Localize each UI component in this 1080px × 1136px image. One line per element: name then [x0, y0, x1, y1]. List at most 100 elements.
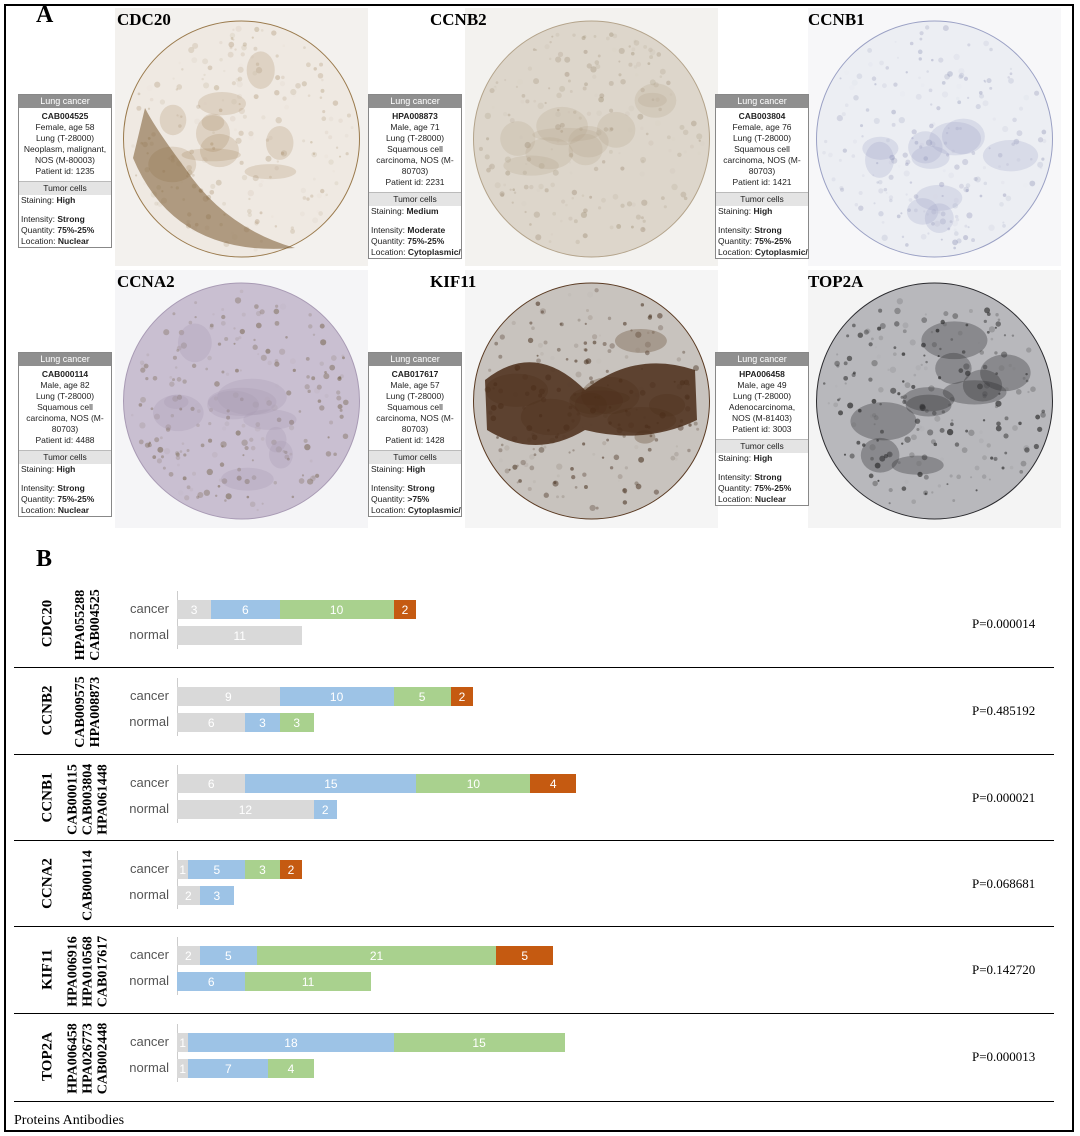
antibody-id: HPA006458	[739, 369, 785, 379]
intensity-row: Intensity: Moderate	[369, 225, 461, 236]
medium-segment: 10	[279, 600, 394, 619]
quantity-row-label: Quantity:	[371, 236, 408, 246]
protein-label: KIF11	[39, 949, 56, 990]
figure-frame	[4, 4, 1074, 1132]
description-line: Squamous cell	[37, 402, 93, 412]
location-row: Location: Nuclear	[19, 236, 111, 247]
location-row-value: Nuclear	[57, 505, 90, 515]
intensity-row-label: Intensity:	[371, 483, 408, 493]
description-line: Patient id: 1428	[385, 435, 445, 445]
ihc-info-card: Lung cancer HPA008873 Male, age 71 Lung (T-…	[368, 94, 462, 259]
none-segment: 11	[177, 626, 303, 645]
tissue-core-image	[808, 8, 1061, 266]
bar-axis-line	[177, 851, 178, 909]
card-header: Lung cancer	[19, 353, 111, 366]
protein-label: CDC20	[39, 599, 56, 648]
location-row-label: Location:	[718, 494, 755, 504]
description-line: carcinoma, NOS (M-	[723, 155, 801, 165]
low-segment: 6	[177, 972, 246, 991]
staining-row-value: High	[753, 206, 773, 216]
card-header: Lung cancer	[19, 95, 111, 108]
antibody-list: HPA006458 HPA026773 CAB002448	[65, 1022, 111, 1094]
cancer-stacked-bar: 6 15 10 4	[177, 774, 576, 793]
ihc-info-card: Lung cancer CAB003804 Female, age 76 Lung (…	[715, 94, 809, 259]
location-row-value: Cytoplasmic/ membranou/ nuclear	[407, 505, 461, 515]
panel-b-label: B	[36, 546, 53, 572]
protein-label: CCNB2	[39, 685, 56, 736]
patient-description: Female, age 76 Lung (T-28000) Squamous cel…	[716, 122, 808, 192]
quantity-row: Quantity: >75%	[369, 494, 461, 505]
gene-label: KIF11	[430, 272, 477, 291]
cancer-stacked-bar: 2 5 21 5	[177, 946, 554, 965]
low-segment: 6	[211, 600, 280, 619]
low-segment: 3	[199, 886, 234, 905]
none-segment: 6	[177, 713, 246, 732]
normal-row-label: normal	[129, 973, 169, 988]
staining-row: Staining: High	[716, 206, 808, 217]
tumor-cells-header: Tumor cells	[369, 192, 461, 206]
card-header: Lung cancer	[716, 353, 808, 366]
low-segment: 15	[245, 774, 417, 793]
description-line: Patient id: 4488	[35, 435, 95, 445]
description-line: Patient id: 1421	[732, 177, 792, 187]
bar-axis-line	[177, 678, 178, 736]
location-row-value: Nuclear	[57, 236, 90, 246]
p-value: P=0.142720	[972, 962, 1036, 977]
quantity-row: Quantity: 75%-25%	[19, 225, 111, 236]
p-value: P=0.000013	[972, 1049, 1036, 1064]
description-line: NOS (M-80003)	[35, 155, 95, 165]
description-line: Lung (T-28000)	[732, 133, 792, 143]
normal-row-label: normal	[129, 627, 169, 642]
footer-label: Proteins Antibodies	[14, 1113, 125, 1128]
staining-row: Staining: Medium	[369, 206, 461, 217]
protein-label: TOP2A	[39, 1032, 56, 1081]
antibody-list: HPA055288 CAB004525	[73, 589, 103, 661]
bar-axis-line	[177, 765, 178, 823]
tissue-core-image	[465, 270, 718, 528]
intensity-row: Intensity: Strong	[716, 472, 808, 483]
description-line: Squamous cell	[387, 402, 443, 412]
staining-row: Staining: High	[716, 453, 808, 464]
quantity-row-value: >75%	[407, 494, 430, 504]
location-row-value: Cytoplasmic/ membranou	[754, 247, 808, 257]
high-segment: 2	[450, 687, 474, 706]
location-row-value: Nuclear	[754, 494, 787, 504]
description-line: Male, age 49	[737, 380, 787, 390]
staining-row-label: Staining:	[371, 464, 407, 474]
description-line: Neoplasm, malignant,	[23, 144, 107, 154]
ihc-info-card: Lung cancer CAB004525 Female, age 58 Lung (…	[18, 94, 112, 248]
cancer-stacked-bar: 3 6 10 2	[177, 600, 417, 619]
section-divider	[14, 1101, 1054, 1102]
antibody-id: CAB000114	[41, 369, 89, 379]
intensity-row-label: Intensity:	[718, 472, 755, 482]
description-line: Lung (T-28000)	[385, 133, 445, 143]
description-line: Lung (T-28000)	[732, 391, 792, 401]
description-line: Squamous cell	[734, 144, 790, 154]
quantity-row: Quantity: 75%-25%	[716, 483, 808, 494]
normal-row-label: normal	[129, 887, 169, 902]
quantity-row-value: 75%-25%	[57, 225, 95, 235]
patient-description: Male, age 82 Lung (T-28000) Squamous cell c…	[19, 380, 111, 450]
cancer-row-label: cancer	[129, 688, 169, 703]
antibody-id: HPA008873	[392, 111, 438, 121]
panel-a-label: A	[36, 2, 54, 28]
location-row-label: Location:	[718, 247, 755, 257]
staining-row: Staining: High	[19, 195, 111, 206]
description-line: Patient id: 2231	[385, 177, 445, 187]
medium-segment: 10	[416, 774, 531, 793]
cancer-stacked-bar: 9 10 5 2	[177, 687, 474, 706]
low-segment: 5	[188, 860, 246, 879]
antibody-list: CAB000114	[80, 849, 96, 921]
description-line: Adenocarcinoma,	[728, 402, 796, 412]
p-value: P=0.000021	[972, 790, 1036, 805]
location-row-label: Location:	[371, 247, 408, 257]
quantity-row-value: 75%-25%	[754, 483, 792, 493]
description-line: Male, age 57	[390, 380, 440, 390]
location-row-label: Location:	[21, 505, 58, 515]
normal-stacked-bar: 11	[177, 626, 303, 645]
high-segment: 2	[393, 600, 417, 619]
intensity-row-label: Intensity:	[21, 214, 58, 224]
description-line: Lung (T-28000)	[35, 133, 95, 143]
intensity-row-label: Intensity:	[718, 225, 755, 235]
